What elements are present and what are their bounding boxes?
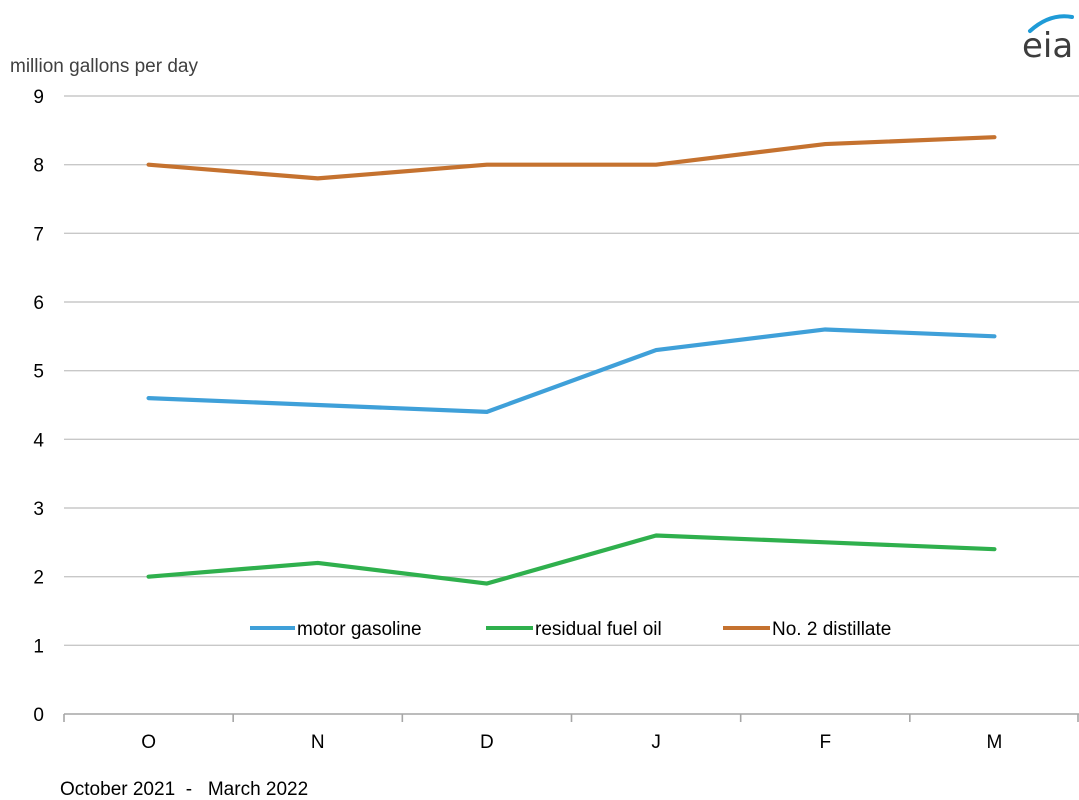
- period-label: October 2021 - March 2022: [60, 779, 308, 800]
- x-tick-label: J: [651, 732, 661, 753]
- y-tick-label: 2: [33, 568, 44, 589]
- y-tick-label: 9: [33, 87, 44, 108]
- x-tick-label: F: [819, 732, 831, 753]
- series-line-1: [146, 533, 997, 586]
- y-tick-label: 1: [33, 636, 44, 657]
- legend-label: residual fuel oil: [535, 619, 662, 640]
- y-tick-label: 6: [33, 293, 44, 314]
- legend-item: motor gasoline: [250, 619, 422, 640]
- y-axis-ticks: 0 1 2 3 4 5 6 7 8 9: [33, 87, 44, 726]
- y-tick-label: 0: [33, 705, 44, 726]
- legend-label: No. 2 distillate: [772, 619, 891, 640]
- series-line-0: [146, 327, 997, 414]
- y-tick-label: 3: [33, 499, 44, 520]
- y-tick-label: 5: [33, 362, 44, 383]
- gridlines: [64, 95, 1079, 647]
- eia-logo-swoosh-icon: [1028, 14, 1074, 33]
- y-tick-label: 8: [33, 156, 44, 177]
- legend-label: motor gasoline: [297, 619, 422, 640]
- eia-logo: eia: [1022, 14, 1074, 66]
- legend: motor gasoline residual fuel oil No. 2 dis…: [250, 619, 891, 640]
- series-lines: [146, 135, 997, 586]
- y-tick-label: 7: [33, 224, 44, 245]
- legend-item: No. 2 distillate: [723, 619, 891, 640]
- series-line-2: [146, 135, 997, 181]
- y-axis-label: million gallons per day: [10, 56, 198, 77]
- x-tick-label: N: [311, 732, 325, 753]
- x-tick-label: D: [480, 732, 494, 753]
- legend-item: residual fuel oil: [486, 619, 662, 640]
- x-tick-label: O: [141, 732, 156, 753]
- x-tick-label: M: [987, 732, 1003, 753]
- eia-logo-text: eia: [1022, 26, 1073, 66]
- y-tick-label: 4: [33, 430, 44, 451]
